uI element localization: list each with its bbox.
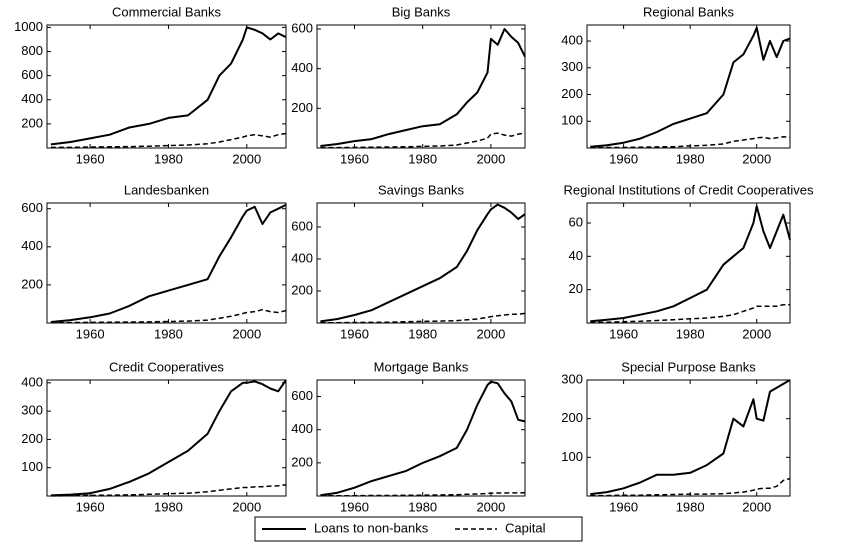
y-tick-label: 40 [569, 248, 583, 263]
y-tick-label: 400 [291, 421, 313, 436]
plot-frame [46, 379, 287, 497]
series-line [50, 483, 287, 497]
y-tick-label: 300 [561, 59, 583, 74]
x-tick-label: 1960 [76, 326, 105, 341]
x-tick-label: 1960 [340, 499, 369, 514]
y-tick-label: 300 [561, 371, 583, 386]
x-tick-label: 2000 [476, 326, 505, 341]
series-line [50, 132, 287, 149]
x-tick-label: 1980 [676, 499, 705, 514]
x-tick-label: 2000 [742, 151, 771, 166]
x-tick-label: 1980 [154, 499, 183, 514]
y-tick-label: 400 [291, 60, 313, 75]
y-tick-label: 800 [21, 43, 43, 58]
series-line [590, 477, 791, 497]
series-line [50, 204, 287, 323]
y-tick-label: 600 [291, 218, 313, 233]
x-tick-label: 1980 [408, 499, 437, 514]
plot-frame [586, 379, 791, 497]
y-tick-label: 400 [21, 238, 43, 253]
legend-box [254, 516, 583, 542]
y-tick-label: 1000 [14, 19, 43, 34]
x-tick-label: 1980 [408, 326, 437, 341]
y-tick-label: 100 [561, 113, 583, 128]
plot-frame [46, 24, 287, 149]
series-line [320, 203, 526, 323]
series-line [320, 28, 526, 147]
series-line [320, 132, 526, 149]
plot-frame [316, 379, 526, 497]
x-tick-label: 2000 [476, 151, 505, 166]
series-line [590, 205, 791, 323]
x-tick-label: 1960 [609, 326, 638, 341]
y-tick-label: 400 [21, 374, 43, 389]
panel-title: Big Banks [392, 4, 451, 19]
panel-title: Mortgage Banks [374, 359, 469, 374]
y-tick-label: 200 [561, 86, 583, 101]
panel-title: Landesbanken [124, 182, 209, 197]
series-line [590, 379, 791, 496]
y-tick-label: 100 [21, 459, 43, 474]
series-line [320, 312, 526, 324]
y-tick-label: 100 [561, 449, 583, 464]
plot-frame [586, 202, 791, 324]
y-tick-label: 400 [21, 91, 43, 106]
x-tick-label: 1960 [340, 326, 369, 341]
panel-title: Commercial Banks [112, 4, 222, 19]
series-line [50, 26, 287, 146]
x-tick-label: 1980 [676, 326, 705, 341]
x-tick-label: 1980 [676, 151, 705, 166]
legend-label: Loans to non-banks [314, 520, 429, 535]
y-tick-label: 600 [21, 200, 43, 215]
y-tick-label: 600 [291, 20, 313, 35]
x-tick-label: 2000 [232, 151, 261, 166]
x-tick-label: 2000 [232, 499, 261, 514]
y-tick-label: 400 [291, 250, 313, 265]
series-line [320, 380, 526, 497]
plot-frame [46, 202, 287, 324]
y-tick-label: 600 [21, 67, 43, 82]
x-tick-label: 1960 [76, 151, 105, 166]
panel-title: Savings Banks [378, 182, 464, 197]
plot-frame [316, 202, 526, 324]
x-tick-label: 1960 [609, 499, 638, 514]
y-tick-label: 200 [21, 115, 43, 130]
plot-frame [316, 24, 526, 149]
panel-title: Special Purpose Banks [621, 359, 756, 374]
y-tick-label: 200 [291, 100, 313, 115]
y-tick-label: 200 [561, 410, 583, 425]
y-tick-label: 400 [561, 32, 583, 47]
y-tick-label: 200 [21, 276, 43, 291]
y-tick-label: 20 [569, 281, 583, 296]
x-tick-label: 2000 [742, 326, 771, 341]
series-line [50, 379, 287, 497]
plot-frame [586, 24, 791, 149]
y-tick-label: 60 [569, 214, 583, 229]
x-tick-label: 1960 [340, 151, 369, 166]
x-tick-label: 2000 [476, 499, 505, 514]
legend-label: Capital [505, 520, 546, 535]
x-tick-label: 1980 [154, 151, 183, 166]
panel-title: Regional Banks [643, 4, 735, 19]
x-tick-label: 1980 [408, 151, 437, 166]
x-tick-label: 2000 [232, 326, 261, 341]
y-tick-label: 200 [291, 282, 313, 297]
x-tick-label: 2000 [742, 499, 771, 514]
panel-title: Credit Cooperatives [109, 359, 224, 374]
series-line [590, 303, 790, 323]
series-line [590, 136, 791, 149]
y-tick-label: 300 [21, 403, 43, 418]
y-tick-label: 200 [21, 431, 43, 446]
y-tick-label: 200 [291, 454, 313, 469]
x-tick-label: 1960 [609, 151, 638, 166]
panel-title: Regional Institutions of Credit Cooperat… [563, 182, 814, 197]
series-line [590, 26, 791, 148]
series-line [50, 308, 287, 324]
y-tick-label: 600 [291, 388, 313, 403]
x-tick-label: 1960 [76, 499, 105, 514]
x-tick-label: 1980 [154, 326, 183, 341]
